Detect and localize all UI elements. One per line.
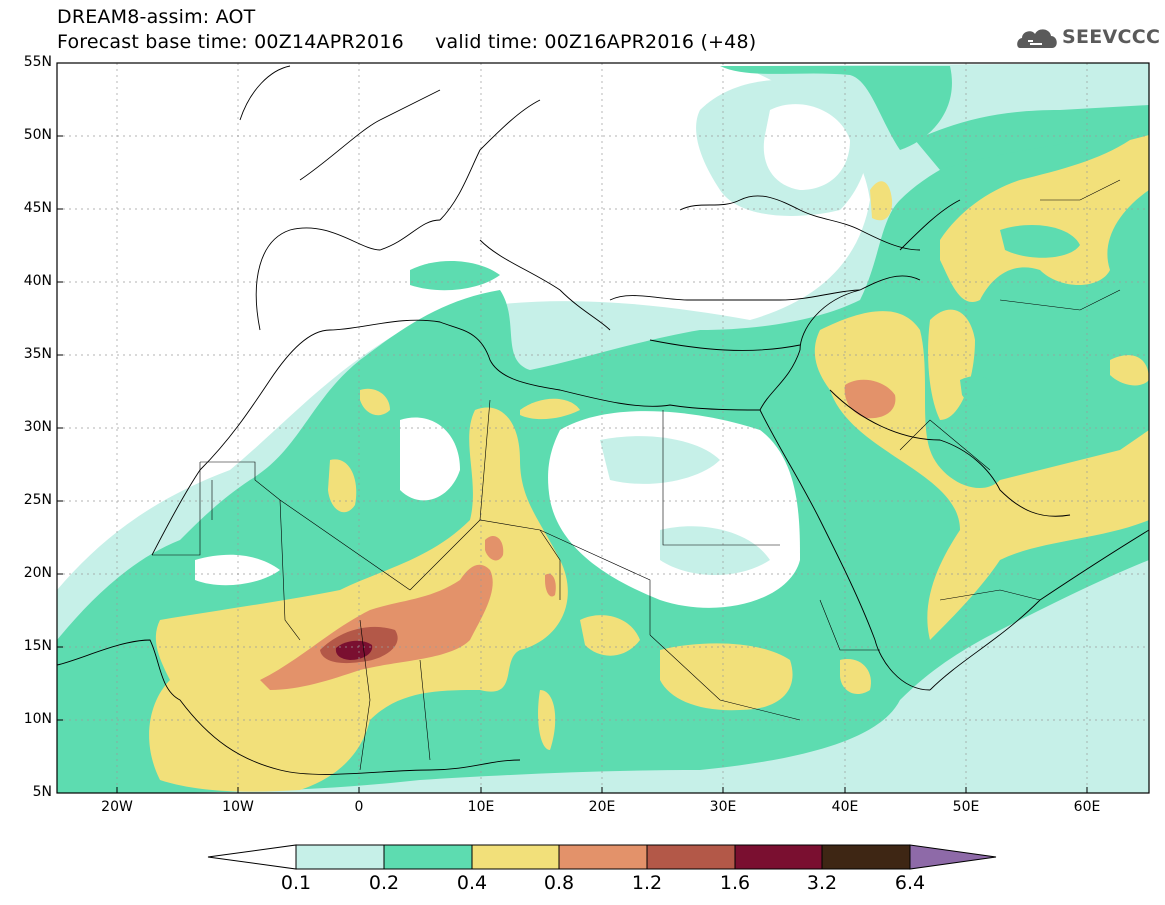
colorbar-label: 0.2 xyxy=(368,872,400,894)
lon-label: 60E xyxy=(1073,799,1101,815)
colorbar-segment-below xyxy=(207,844,297,870)
axis-ticks xyxy=(57,135,1088,793)
colorbar-label: 3.2 xyxy=(806,872,838,894)
colorbar-label: 6.4 xyxy=(894,872,926,894)
colorbar-segment xyxy=(383,844,473,870)
colorbar-label: 1.6 xyxy=(719,872,751,894)
lat-label: 40N xyxy=(23,273,52,289)
lon-label: 30E xyxy=(709,799,737,815)
lon-label: 50E xyxy=(952,799,980,815)
lon-label: 10W xyxy=(222,799,254,815)
lat-label: 5N xyxy=(32,784,52,800)
country-borders xyxy=(152,179,1121,771)
colorbar-label: 0.4 xyxy=(456,872,488,894)
colorbar-segment-above xyxy=(909,844,997,870)
lat-label: 50N xyxy=(23,127,52,143)
forecast-time-subtitle: Forecast base time: 00Z14APR2016 valid t… xyxy=(57,31,757,53)
colorbar-segment xyxy=(821,844,911,870)
colorbar-label: 1.2 xyxy=(631,872,663,894)
colorbar-segment xyxy=(646,844,736,870)
colorbar-segment xyxy=(734,844,823,870)
lat-label: 35N xyxy=(23,346,52,362)
cloud-logo-icon xyxy=(1017,29,1057,48)
colorbar xyxy=(207,844,997,870)
lat-label: 45N xyxy=(23,200,52,216)
colorbar-segment xyxy=(471,844,560,870)
coastlines xyxy=(57,65,1149,775)
lat-label: 15N xyxy=(23,638,52,654)
lon-label: 20W xyxy=(101,799,133,815)
lat-label: 55N xyxy=(23,54,52,70)
lat-label: 25N xyxy=(23,492,52,508)
graticule xyxy=(57,63,1149,793)
lat-label: 10N xyxy=(23,711,52,727)
colorbar-segment xyxy=(295,844,385,870)
lon-label: 10E xyxy=(467,799,495,815)
chart-title: DREAM8-assim: AOT xyxy=(57,6,256,28)
lon-label: 20E xyxy=(588,799,616,815)
aot-level-0-4 xyxy=(149,135,1149,792)
lon-label: 40E xyxy=(831,799,859,815)
colorbar-label: 0.8 xyxy=(543,872,575,894)
colorbar-segment xyxy=(558,844,648,870)
lat-label: 30N xyxy=(23,419,52,435)
aot-contour-field xyxy=(57,63,1149,793)
lon-label: 0 xyxy=(354,799,364,815)
seevccc-logo-text: SEEVCCC xyxy=(1062,26,1161,48)
lat-label: 20N xyxy=(23,565,52,581)
colorbar-label: 0.1 xyxy=(280,872,312,894)
